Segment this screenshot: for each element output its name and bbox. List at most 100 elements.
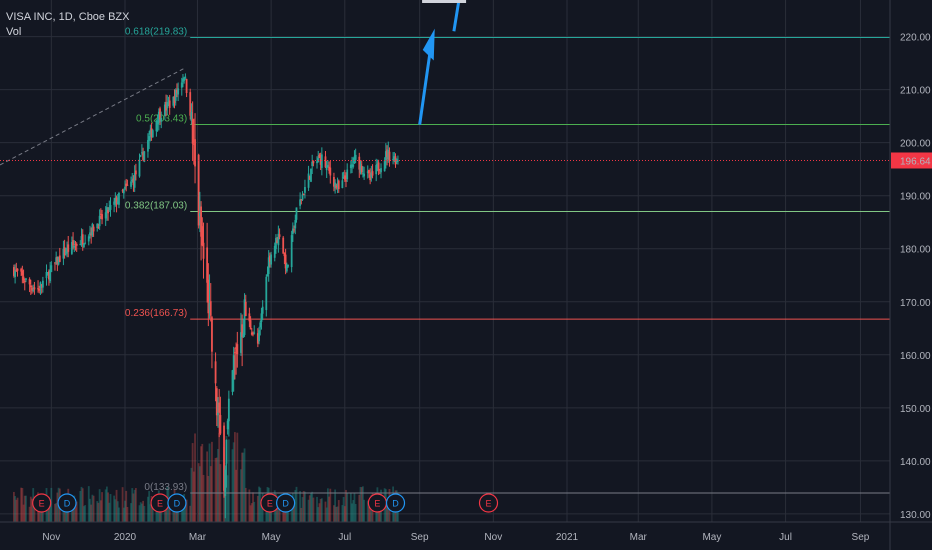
volume-bar — [319, 498, 322, 522]
candle-body — [235, 347, 238, 349]
volume-bar — [335, 506, 338, 522]
time-tick-label: Mar — [630, 532, 648, 543]
volume-bar — [326, 488, 329, 522]
candle-body — [15, 269, 18, 271]
volume-bar — [141, 503, 143, 522]
volume-bar — [283, 506, 286, 522]
candle-body — [270, 254, 273, 265]
symbol-title[interactable]: VISA INC, 1D, Cboe BZX — [6, 11, 130, 23]
candle-body — [54, 262, 56, 264]
time-tick-label: Nov — [484, 532, 502, 543]
price-tick-label: 190.00 — [900, 192, 931, 203]
volume-bar — [91, 494, 94, 522]
volume-bar — [337, 500, 340, 522]
candle-body — [397, 160, 399, 162]
candle-body — [28, 278, 31, 285]
candle-body — [378, 169, 381, 171]
candle-body — [341, 180, 344, 188]
candle-body — [66, 247, 68, 254]
candle-body — [362, 173, 364, 175]
volume-bar — [56, 492, 59, 522]
candle-body — [376, 164, 379, 168]
volume-bar — [104, 489, 107, 522]
fib-retracement[interactable]: 0.618(219.83)0.5(203.43)0.382(187.03)0.2… — [125, 27, 890, 494]
candle-body — [64, 252, 67, 254]
volume-bar — [243, 448, 246, 522]
candle-body — [224, 469, 227, 497]
volume-bar — [310, 492, 312, 522]
volume-bar — [387, 497, 390, 522]
candle-body — [287, 264, 289, 267]
candle-body — [302, 194, 305, 196]
candle-body — [147, 140, 149, 152]
volume-bar — [80, 486, 83, 522]
candle-body — [336, 183, 339, 187]
forecast-arrows[interactable] — [418, 0, 467, 125]
volume-bar — [156, 507, 159, 522]
time-tick-label: Sep — [411, 532, 429, 543]
candle-body — [380, 168, 382, 173]
volume-bar — [293, 504, 295, 522]
candlestick-series — [12, 73, 399, 519]
price-axis[interactable]: 130.00 140.00 150.00 160.00 170.00 180.00 190.… — [889, 0, 931, 550]
candle-body — [369, 174, 372, 181]
candle-body — [107, 209, 109, 214]
candle-body — [301, 194, 304, 200]
volume-bar — [351, 503, 353, 522]
volume-bar — [54, 503, 56, 522]
candle-body — [176, 89, 178, 93]
candle-body — [142, 152, 145, 160]
candle-body — [375, 165, 378, 175]
volume-bar — [333, 505, 335, 522]
candle-body — [132, 178, 135, 186]
candle-body — [243, 299, 246, 335]
candle-body — [269, 255, 271, 262]
volume-bar — [130, 503, 132, 522]
volume-bar — [151, 506, 154, 522]
candle-body — [134, 170, 137, 175]
time-axis[interactable]: Nov 2020 Mar May Jul Sep Nov 2021 Mar May Jul Sep — [0, 521, 932, 543]
volume-bar — [209, 466, 212, 522]
volume-bar — [304, 491, 306, 522]
volume-bar — [244, 487, 247, 522]
volume-bar — [107, 492, 109, 522]
candle-body — [345, 180, 347, 182]
candle-body — [97, 227, 100, 229]
volume-bar — [147, 496, 149, 522]
volume-bar — [155, 505, 158, 522]
price-tick-label: 180.00 — [900, 245, 931, 256]
volume-bar — [143, 505, 146, 522]
candle-body — [324, 156, 327, 168]
volume-bar — [269, 506, 271, 522]
volume-bar — [31, 498, 33, 522]
volume-bar — [14, 496, 17, 522]
volume-bar — [198, 466, 201, 522]
volume-bar — [256, 495, 259, 522]
fib-level-label: 0.618(219.83) — [125, 27, 187, 38]
volume-bar — [74, 507, 77, 522]
candle-body — [285, 264, 288, 272]
candle-body — [75, 243, 78, 246]
volume-bar — [101, 492, 103, 522]
volume-bar — [236, 432, 239, 522]
candle-body — [130, 181, 132, 187]
earnings-marker — [478, 493, 499, 513]
volume-bar — [84, 505, 87, 522]
volume-bar — [250, 503, 253, 522]
candle-body — [184, 76, 187, 78]
volume-bar — [108, 502, 111, 522]
candle-body — [31, 287, 33, 291]
volume-bar — [353, 493, 356, 522]
volume-bar — [294, 490, 297, 522]
candle-body — [283, 252, 286, 257]
volume-bar — [248, 489, 251, 522]
candle-body — [346, 169, 349, 180]
volume-indicator-label[interactable]: Vol — [6, 26, 22, 38]
volume-bar — [252, 492, 254, 522]
candle-body — [55, 257, 58, 263]
volume-bar — [113, 495, 116, 522]
candle-body — [159, 108, 161, 120]
volume-bar — [75, 501, 78, 522]
